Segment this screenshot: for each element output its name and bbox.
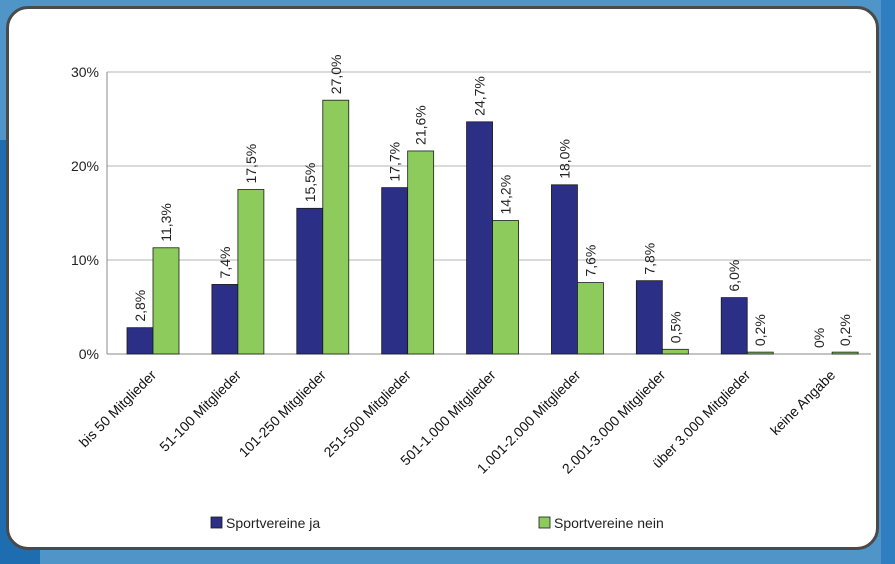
legend-swatch: [210, 516, 223, 529]
bars: [126, 99, 859, 355]
data-label: 0,2%: [837, 314, 853, 346]
bar-sportvereine-nein: [661, 348, 689, 355]
data-label: 7,6%: [582, 245, 598, 277]
y-tick-label: 20%: [71, 158, 99, 174]
data-label: 0%: [811, 328, 827, 348]
bar-sportvereine-ja: [126, 327, 154, 355]
bar-sportvereine-ja: [381, 187, 409, 355]
bar-sportvereine-ja: [211, 284, 239, 355]
chart-panel: 0% 10% 20% 30% 2,8% 11,3% 7,4% 17,5% 15,5% 27,0%…: [6, 6, 879, 550]
bar-sportvereine-nein: [492, 220, 519, 355]
bar-sportvereine-nein: [577, 282, 604, 355]
data-label: 17,7%: [387, 142, 403, 182]
data-label: 0,2%: [752, 314, 768, 346]
background-strip: [881, 0, 895, 564]
y-tick-label: 10%: [71, 252, 99, 268]
bar-sportvereine-nein: [831, 351, 859, 355]
y-tick-label: 30%: [71, 64, 99, 80]
data-label: 2,8%: [132, 290, 148, 322]
legend-label: Sportvereine nein: [554, 515, 664, 531]
bar-sportvereine-nein: [407, 150, 435, 355]
data-label: 0,5%: [667, 311, 683, 343]
data-label: 14,2%: [498, 175, 514, 215]
bar-sportvereine-ja: [466, 121, 493, 355]
bar-sportvereine-nein: [152, 247, 180, 355]
data-label: 7,8%: [641, 243, 657, 275]
bar-sportvereine-ja: [635, 280, 663, 355]
bar-sportvereine-nein: [322, 99, 350, 355]
category-label: 251-500 Mitglieder: [320, 367, 414, 461]
bar-sportvereine-nein: [237, 189, 265, 355]
data-label: 24,7%: [472, 76, 488, 116]
bar-sportvereine-ja: [720, 297, 748, 355]
y-axis-ticks: 0% 10% 20% 30%: [71, 64, 99, 362]
data-label: 27,0%: [328, 54, 344, 94]
bar-chart: 0% 10% 20% 30% 2,8% 11,3% 7,4% 17,5% 15,5% 27,0%…: [71, 54, 871, 531]
legend-label: Sportvereine ja: [226, 515, 320, 531]
category-label: 101-250 Mitglieder: [236, 367, 330, 461]
data-label: 17,5%: [243, 144, 259, 184]
y-tick-label: 0%: [79, 346, 99, 362]
category-label: bis 50 Mitglieder: [76, 367, 160, 451]
data-label: 11,3%: [158, 203, 174, 242]
category-label: 501-1.000 Mitglieder: [397, 367, 499, 469]
bar-sportvereine-nein: [746, 351, 774, 355]
category-label: über 3.000 Mitglieder: [649, 367, 754, 472]
legend: Sportvereine ja Sportvereine nein: [210, 515, 664, 531]
category-label: keine Angabe: [767, 367, 838, 438]
data-label: 6,0%: [726, 260, 742, 292]
category-label: 51-100 Mitglieder: [156, 367, 244, 455]
legend-swatch: [538, 516, 551, 529]
data-label: 21,6%: [413, 105, 429, 145]
bar-sportvereine-ja: [551, 184, 578, 355]
data-labels: 2,8% 11,3% 7,4% 17,5% 15,5% 27,0% 17,7% 21,6% 24…: [132, 54, 853, 348]
data-label: 18,0%: [556, 139, 572, 179]
data-label: 7,4%: [217, 247, 233, 279]
data-label: 15,5%: [302, 163, 318, 203]
bar-sportvereine-ja: [296, 207, 324, 355]
